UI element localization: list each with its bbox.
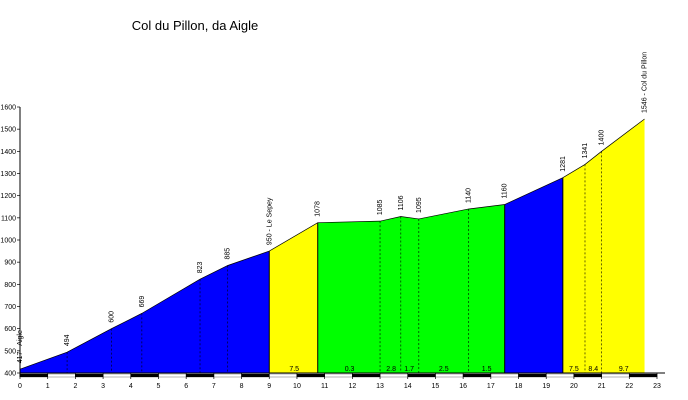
km-bar-block	[130, 373, 159, 378]
elevation-label: 600	[108, 311, 115, 323]
elevation-label: 1106	[398, 195, 405, 210]
km-bar-block	[379, 373, 408, 378]
y-tick-label: 1500	[0, 127, 16, 134]
x-tick-label: 13	[376, 383, 384, 390]
elevation-label: 1078	[315, 201, 322, 217]
y-tick-label: 400	[4, 371, 16, 378]
km-bar-block	[518, 373, 547, 378]
km-bar-block	[573, 373, 602, 378]
km-bar-block	[19, 373, 48, 378]
y-tick-label: 800	[4, 282, 16, 289]
km-bar-block	[601, 373, 630, 378]
y-tick-label: 1200	[0, 193, 16, 200]
x-tick-label: 23	[653, 383, 661, 390]
km-bar-block	[213, 373, 242, 378]
gradient-label: 8.4	[588, 366, 598, 373]
profile-line-group	[19, 118, 645, 370]
x-tick-label: 4	[129, 383, 133, 390]
x-tick-label: 10	[293, 383, 301, 390]
y-tick-label: 1100	[1, 215, 16, 222]
x-tick-label: 9	[267, 383, 271, 390]
x-tick-label: 22	[625, 383, 633, 390]
x-tick-label: 17	[487, 383, 495, 390]
x-tick-label: 3	[101, 383, 105, 390]
x-tick-label: 2	[73, 383, 77, 390]
segment-area-1	[269, 222, 318, 373]
y-tick-label: 1000	[0, 238, 16, 245]
elevation-label: 1546 - Col du Pillon	[642, 52, 649, 113]
y-tick-label: 1400	[0, 149, 16, 156]
segment-dividers	[66, 151, 602, 373]
elevation-label: 885	[225, 248, 232, 260]
km-bar-block	[462, 373, 491, 378]
gradient-label: 1.5	[482, 366, 492, 373]
segment-area-4	[562, 118, 645, 373]
x-tick-label: 14	[404, 383, 412, 390]
elevation-label: 1095	[416, 197, 423, 213]
elevation-label: 417 - Aigle	[17, 330, 24, 363]
elevation-label: 1341	[582, 143, 589, 159]
elevation-label: 1281	[560, 156, 567, 172]
elevation-labels: 417 - Aigle 494 600 669 823 885 950 - Le Sepey…	[17, 52, 649, 363]
km-bar-block	[324, 373, 353, 378]
x-tick-label: 5	[157, 383, 161, 390]
km-bar-block	[241, 373, 270, 378]
segment-area-2	[317, 204, 505, 373]
km-bar-block	[296, 373, 325, 378]
km-bar-block	[546, 373, 575, 378]
segment-area-3	[504, 177, 563, 373]
x-tick-label: 0	[18, 383, 22, 390]
x-tick-label: 6	[184, 383, 188, 390]
x-tick-label: 16	[459, 383, 467, 390]
y-tick-label: 600	[4, 326, 16, 333]
y-tick-label: 1600	[0, 105, 16, 112]
gradient-label: 2.8	[386, 366, 396, 373]
x-tick-label: 21	[598, 383, 606, 390]
elevation-label: 950 - Le Sepey	[266, 197, 273, 245]
gradient-label: 0.3	[345, 366, 355, 373]
km-bar-block	[75, 373, 104, 378]
profile-areas	[20, 118, 645, 373]
km-bar-block	[102, 373, 131, 378]
elevation-label: 669	[139, 296, 146, 308]
elevation-label: 494	[64, 334, 71, 346]
x-tick-label: 11	[321, 383, 328, 390]
gradient-label: 2.5	[439, 366, 449, 373]
chart-title: Col du Pillon, da Aigle	[132, 18, 258, 33]
km-bar-block	[47, 373, 76, 378]
gradient-label: 9.7	[619, 366, 629, 373]
x-tick-label: 18	[515, 383, 523, 390]
x-tick-label: 1	[46, 383, 50, 390]
profile-line	[19, 118, 645, 370]
axes: 4005006007008009001000110012001300140015…	[0, 105, 665, 390]
x-tick-label: 20	[570, 383, 578, 390]
y-tick-label: 500	[4, 348, 16, 355]
x-tick-label: 15	[432, 383, 440, 390]
elevation-label: 1140	[466, 188, 473, 203]
km-bar-block	[629, 373, 658, 378]
km-bar-block	[435, 373, 464, 378]
x-tick-label: 7	[212, 383, 216, 390]
km-bar-block	[158, 373, 187, 378]
y-tick-label: 900	[4, 260, 16, 267]
x-tick-label: 19	[542, 383, 550, 390]
gradient-label: 1.7	[404, 366, 414, 373]
x-tick-label: 12	[348, 383, 356, 390]
km-bar-block	[407, 373, 436, 378]
km-bar-block	[490, 373, 519, 378]
km-bar-block	[269, 373, 298, 378]
elevation-label: 1085	[377, 199, 384, 215]
elevation-label: 1400	[599, 130, 606, 146]
gradient-label: 7.5	[289, 366, 299, 373]
y-tick-label: 1300	[0, 171, 16, 178]
x-tick-label: 8	[240, 383, 244, 390]
gradient-label: 7.5	[569, 366, 579, 373]
km-bar-block	[352, 373, 381, 378]
km-bar-block	[186, 373, 215, 378]
elevation-label: 1160	[502, 183, 509, 198]
elevation-label: 823	[197, 261, 204, 273]
y-tick-label: 700	[4, 304, 16, 311]
gradient-labels: 7.5 0.3 2.8 1.7 2.5 1.5 7.5 8.4 9.7	[289, 366, 628, 373]
